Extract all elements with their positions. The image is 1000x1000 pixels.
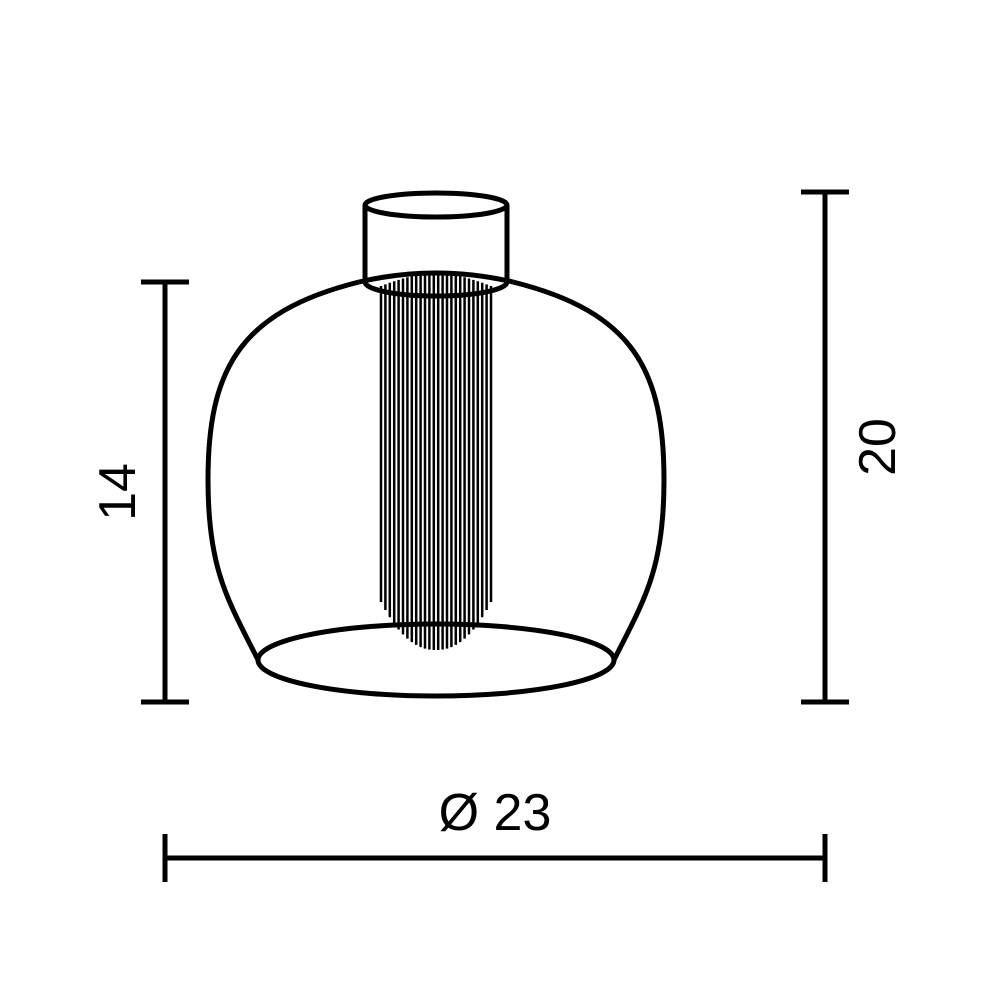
dimension-line-right (801, 192, 849, 702)
mount-top-ellipse (365, 193, 507, 217)
inner-stem-lines (381, 272, 491, 650)
dimension-line-left (141, 282, 189, 702)
globe-top-arc (359, 273, 513, 282)
globe-profile-right (513, 282, 664, 660)
label-left-height: 14 (89, 463, 147, 521)
technical-drawing: 14 20 Ø 23 (0, 0, 1000, 1000)
label-right-height: 20 (849, 418, 907, 476)
label-bottom-diameter: Ø 23 (439, 784, 552, 842)
globe-profile-left (208, 282, 359, 660)
globe-bottom-ellipse (258, 624, 614, 696)
